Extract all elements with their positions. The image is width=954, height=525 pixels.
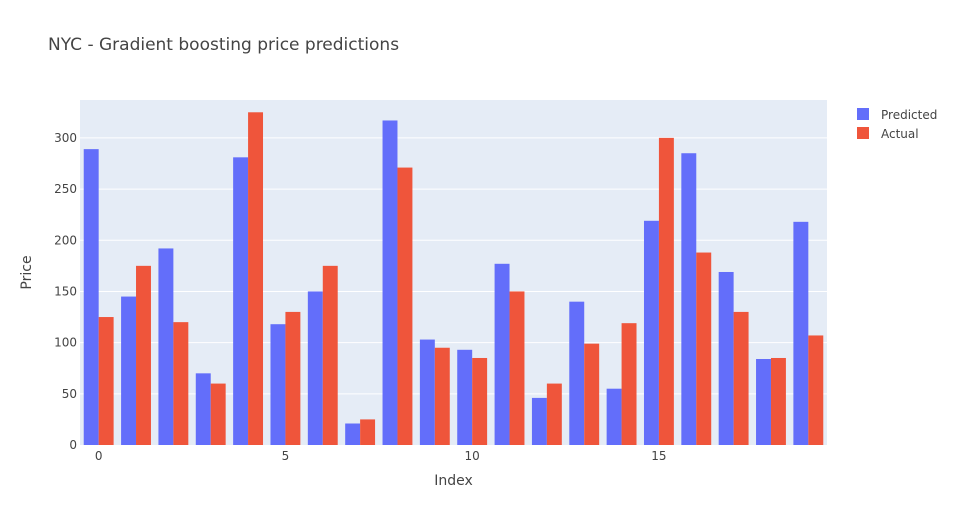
bar-actual-10[interactable] [472,357,488,445]
bar-actual-1[interactable] [136,265,151,445]
bar-predicted-17[interactable] [718,271,734,445]
x-axis-title: Index [434,473,473,489]
plot-area [80,100,827,445]
bar-actual-13[interactable] [584,343,600,445]
bar-predicted-4[interactable] [233,157,249,445]
bar-predicted-5[interactable] [270,324,286,445]
bar-actual-8[interactable] [397,167,413,445]
legend-item-actual[interactable]: Actual [857,127,919,141]
bar-predicted-8[interactable] [382,120,398,445]
x-tick-labels: 0 5 10 15 [95,449,667,463]
bar-predicted-0[interactable] [83,149,99,445]
bar-actual-12[interactable] [546,383,562,445]
x-tick-label: 15 [651,449,666,463]
bar-actual-4[interactable] [248,112,264,446]
bars [83,112,824,446]
bar-actual-5[interactable] [285,311,301,445]
bar-predicted-11[interactable] [494,263,510,445]
bar-actual-19[interactable] [808,335,824,445]
bar-actual-6[interactable] [322,265,338,445]
bar-predicted-18[interactable] [756,359,771,445]
y-tick-label: 300 [54,131,77,145]
bar-actual-9[interactable] [434,347,450,445]
y-tick-label: 250 [54,182,77,196]
bar-actual-16[interactable] [696,252,712,445]
bar-actual-15[interactable] [658,137,674,445]
bar-predicted-16[interactable] [681,153,697,445]
bar-predicted-12[interactable] [531,397,547,445]
bar-predicted-6[interactable] [307,291,323,445]
y-tick-label: 100 [54,336,77,350]
bar-predicted-9[interactable] [419,339,435,445]
y-tick-labels: 0 50 100 150 200 250 300 [54,131,77,452]
legend-label-predicted: Predicted [881,108,937,122]
legend[interactable]: Predicted Actual [857,108,937,141]
bar-predicted-14[interactable] [606,388,622,445]
y-tick-label: 150 [54,284,77,298]
bar-actual-3[interactable] [210,383,226,445]
bar-predicted-1[interactable] [121,296,137,445]
bar-actual-2[interactable] [173,322,189,445]
y-axis-title: Price [19,255,35,289]
x-tick-label: 0 [95,449,103,463]
bar-predicted-2[interactable] [158,248,174,445]
bar-predicted-13[interactable] [569,301,585,445]
bar-actual-18[interactable] [770,357,786,445]
chart-title: NYC - Gradient boosting price prediction… [48,35,399,55]
bar-predicted-15[interactable] [643,220,659,445]
legend-swatch-predicted [857,108,869,120]
y-tick-label: 0 [69,438,77,452]
bar-predicted-19[interactable] [793,221,809,445]
bar-predicted-10[interactable] [457,349,473,445]
legend-label-actual: Actual [881,127,919,141]
bar-actual-7[interactable] [360,419,376,445]
bar-predicted-7[interactable] [345,423,361,445]
bar-actual-0[interactable] [98,317,114,445]
x-tick-label: 5 [282,449,290,463]
x-tick-label: 10 [465,449,480,463]
y-tick-label: 200 [54,233,77,247]
bar-predicted-3[interactable] [195,373,211,445]
legend-item-predicted[interactable]: Predicted [857,108,937,122]
bar-actual-14[interactable] [621,323,637,445]
bar-actual-17[interactable] [733,311,749,445]
legend-swatch-actual [857,127,869,139]
bar-actual-11[interactable] [509,291,525,445]
y-tick-label: 50 [62,387,77,401]
